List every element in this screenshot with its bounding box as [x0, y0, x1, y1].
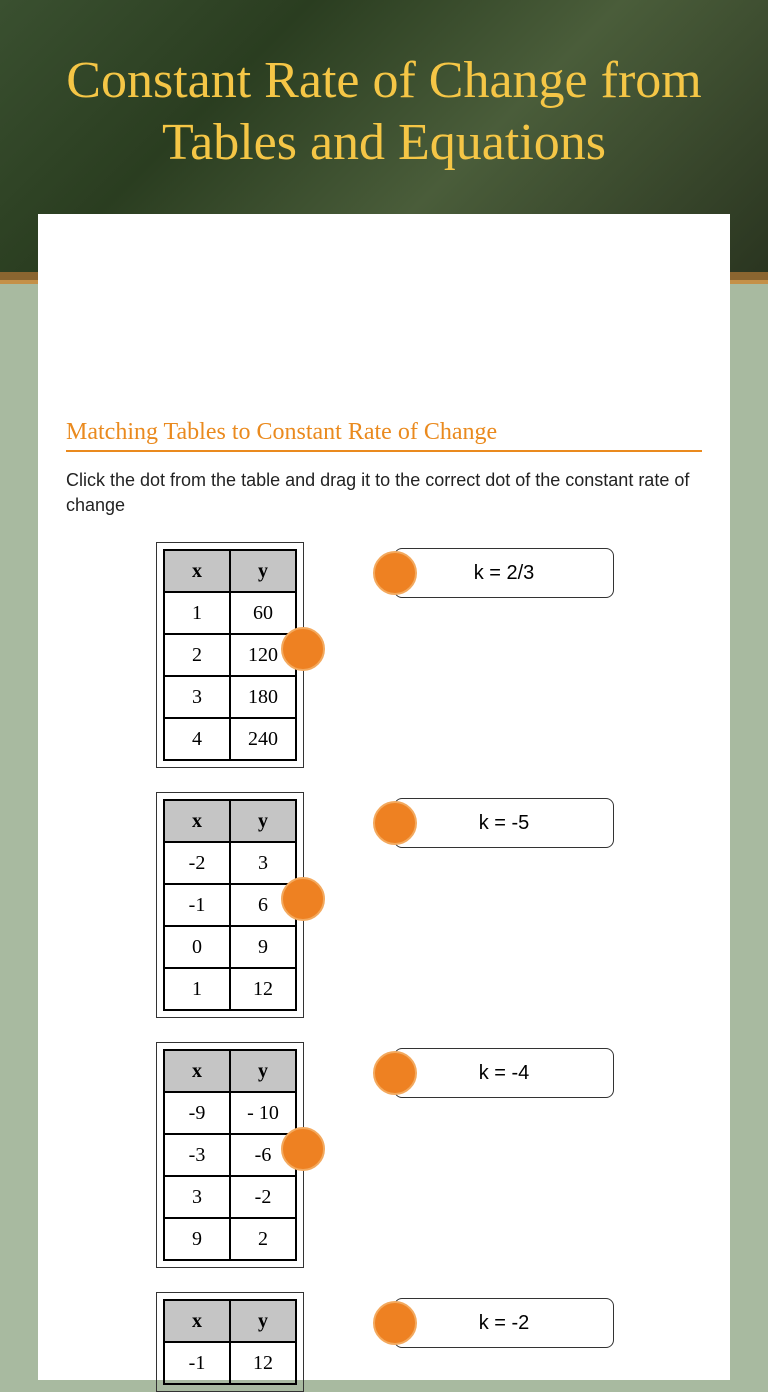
table-card: xy -23 -16 09 112 [156, 792, 304, 1018]
answer-label: k = 2/3 [474, 562, 535, 585]
col-header: x [164, 550, 230, 592]
section-title: Matching Tables to Constant Rate of Chan… [66, 419, 702, 452]
drop-target-dot[interactable] [373, 1051, 417, 1095]
col-header: x [164, 800, 230, 842]
cell: -2 [164, 842, 230, 884]
cell: - 10 [230, 1092, 296, 1134]
matching-rows: xy 160 2120 3180 4240 k = 2/3 xy -23 -16 [66, 542, 702, 1392]
col-header: x [164, 1300, 230, 1342]
col-header: y [230, 1050, 296, 1092]
match-row: xy -112 k = -2 [66, 1292, 702, 1392]
table-card: xy -112 [156, 1292, 304, 1392]
data-table: xy 160 2120 3180 4240 [163, 549, 297, 761]
cell: 1 [164, 592, 230, 634]
worksheet-card: Matching Tables to Constant Rate of Chan… [38, 214, 730, 1380]
cell: -1 [164, 884, 230, 926]
drop-target-dot[interactable] [373, 801, 417, 845]
cell: 12 [230, 1342, 296, 1384]
answer-card: k = -2 [394, 1298, 614, 1348]
cell: 2 [230, 1218, 296, 1260]
cell: 180 [230, 676, 296, 718]
instructions: Click the dot from the table and drag it… [66, 468, 702, 518]
answer-card: k = 2/3 [394, 548, 614, 598]
cell: 3 [230, 842, 296, 884]
cell: 9 [230, 926, 296, 968]
cell: 9 [164, 1218, 230, 1260]
drag-source-dot[interactable] [281, 627, 325, 671]
data-table: xy -9- 10 -3-6 3-2 92 [163, 1049, 297, 1261]
drag-source-dot[interactable] [281, 1127, 325, 1171]
table-card: xy 160 2120 3180 4240 [156, 542, 304, 768]
data-table: xy -112 [163, 1299, 297, 1385]
col-header: y [230, 800, 296, 842]
answer-label: k = -5 [479, 812, 530, 835]
table-card: xy -9- 10 -3-6 3-2 92 [156, 1042, 304, 1268]
data-table: xy -23 -16 09 112 [163, 799, 297, 1011]
page-title: Constant Rate of Change from Tables and … [0, 0, 768, 175]
cell: -1 [164, 1342, 230, 1384]
cell: 3 [164, 1176, 230, 1218]
cell: 3 [164, 676, 230, 718]
col-header: y [230, 550, 296, 592]
col-header: x [164, 1050, 230, 1092]
cell: 0 [164, 926, 230, 968]
answer-card: k = -4 [394, 1048, 614, 1098]
cell: 240 [230, 718, 296, 760]
cell: 4 [164, 718, 230, 760]
drop-target-dot[interactable] [373, 551, 417, 595]
drag-source-dot[interactable] [281, 877, 325, 921]
cell: -9 [164, 1092, 230, 1134]
match-row: xy -9- 10 -3-6 3-2 92 k = -4 [66, 1042, 702, 1268]
answer-label: k = -2 [479, 1312, 530, 1335]
cell: 12 [230, 968, 296, 1010]
drop-target-dot[interactable] [373, 1301, 417, 1345]
match-row: xy -23 -16 09 112 k = -5 [66, 792, 702, 1018]
col-header: y [230, 1300, 296, 1342]
answer-label: k = -4 [479, 1062, 530, 1085]
cell: -3 [164, 1134, 230, 1176]
cell: 1 [164, 968, 230, 1010]
cell: 2 [164, 634, 230, 676]
cell: 60 [230, 592, 296, 634]
answer-card: k = -5 [394, 798, 614, 848]
cell: -2 [230, 1176, 296, 1218]
match-row: xy 160 2120 3180 4240 k = 2/3 [66, 542, 702, 768]
